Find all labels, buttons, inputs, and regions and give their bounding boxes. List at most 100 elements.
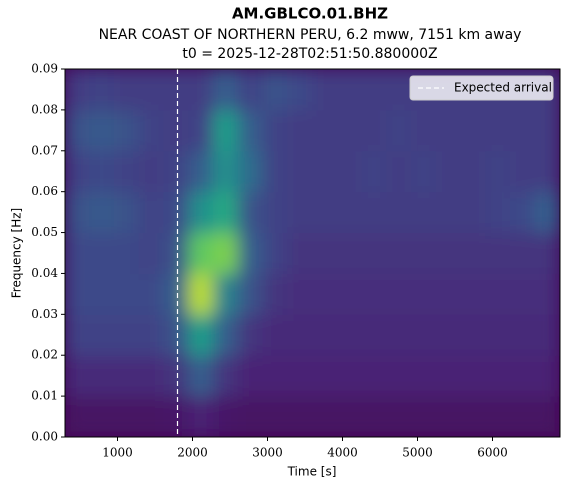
spectrogram-cell (65, 354, 91, 397)
spectrogram-cell (460, 354, 487, 397)
x-tick-label: 2000 (177, 446, 208, 460)
spectrogram-cell (485, 232, 511, 274)
spectrogram-cell (262, 354, 289, 397)
spectrogram-cell (287, 272, 313, 315)
spectrogram-cell (510, 313, 536, 356)
spectrogram-cell (534, 109, 560, 152)
x-tick-label: 3000 (252, 446, 283, 460)
spectrogram-cell (411, 395, 437, 437)
spectrogram-cell (163, 191, 190, 234)
spectrogram-cell (213, 109, 239, 152)
spectrogram-cell (361, 272, 388, 315)
spectrogram-cell (114, 150, 140, 193)
spectrogram-cell (534, 272, 560, 315)
y-tick-label: 0.03 (31, 307, 58, 321)
spectrogram-cell (287, 191, 313, 234)
spectrogram-cell (262, 395, 289, 437)
spectrogram-cell (188, 395, 214, 437)
spectrogram-cell (188, 354, 214, 397)
spectrogram-cell (411, 272, 437, 315)
spectrogram-cell (485, 109, 511, 152)
spectrogram-cell (114, 191, 140, 234)
spectrogram-cell (460, 395, 487, 437)
spectrogram-cell (163, 354, 190, 397)
spectrogram-cell (386, 232, 412, 274)
x-tick-label: 5000 (402, 446, 433, 460)
spectrogram-cell (163, 232, 190, 274)
spectrogram-cell (336, 191, 363, 234)
spectrogram-cell (65, 272, 91, 315)
spectrogram-cell (534, 150, 560, 193)
spectrogram-cell (510, 232, 536, 274)
spectrogram-cell (237, 395, 264, 437)
spectrogram-cell (287, 69, 313, 111)
spectrogram-cell (435, 354, 462, 397)
spectrogram-cell (336, 232, 363, 274)
spectrogram-cell (213, 150, 239, 193)
y-tick-label: 0.08 (31, 102, 58, 116)
spectrogram-cell (336, 313, 363, 356)
spectrogram-cell (435, 272, 462, 315)
spectrogram-cell (89, 395, 115, 437)
spectrogram-cell (114, 109, 140, 152)
spectrogram-cell (89, 109, 115, 152)
y-axis-label: Frequency [Hz] (10, 208, 24, 299)
spectrogram-cell (361, 354, 388, 397)
spectrogram-cell (237, 354, 264, 397)
spectrogram-cell (485, 272, 511, 315)
spectrogram-cell (287, 354, 313, 397)
spectrogram-cell (237, 272, 264, 315)
spectrogram-cell (237, 109, 264, 152)
spectrogram-cell (361, 69, 388, 111)
spectrogram-cell (188, 150, 214, 193)
spectrogram-cell (262, 232, 289, 274)
spectrogram-cell (287, 313, 313, 356)
spectrogram-cell (510, 395, 536, 437)
spectrogram-cell (312, 150, 338, 193)
spectrogram-cell (460, 313, 487, 356)
spectrogram-cell (237, 69, 264, 111)
spectrogram-cell (435, 109, 462, 152)
spectrogram-cell (114, 395, 140, 437)
y-tick-label: 0.09 (31, 62, 58, 76)
spectrogram-cell (510, 109, 536, 152)
spectrogram-cell (336, 109, 363, 152)
spectrogram-cell (188, 272, 214, 315)
spectrogram-cell (163, 109, 190, 152)
spectrogram-cell (138, 191, 165, 234)
spectrogram-cell (312, 109, 338, 152)
spectrogram-cell (65, 395, 91, 437)
spectrogram-cell (435, 150, 462, 193)
spectrogram-cell (485, 395, 511, 437)
spectrogram-cell (138, 232, 165, 274)
spectrogram-cell (411, 313, 437, 356)
spectrogram-cell (262, 191, 289, 234)
spectrogram-cell (89, 232, 115, 274)
spectrogram-cell (312, 354, 338, 397)
spectrogram-cell (65, 69, 91, 111)
spectrogram-cell (460, 191, 487, 234)
spectrogram-cell (411, 191, 437, 234)
spectrogram-cell (361, 313, 388, 356)
spectrogram-cell (287, 109, 313, 152)
spectrogram-cell (287, 232, 313, 274)
spectrogram-cell (65, 191, 91, 234)
spectrogram-cell (312, 395, 338, 437)
spectrogram-cell (163, 395, 190, 437)
spectrogram-cell (534, 313, 560, 356)
spectrogram-cell (534, 232, 560, 274)
spectrogram-cell (435, 313, 462, 356)
chart-subtitle: NEAR COAST OF NORTHERN PERU, 6.2 mww, 71… (99, 27, 522, 43)
x-axis-label: Time [s] (287, 465, 337, 479)
spectrogram-cell (510, 354, 536, 397)
spectrogram-cell (361, 150, 388, 193)
x-tick-label: 6000 (477, 446, 508, 460)
spectrogram-cell (237, 232, 264, 274)
spectrogram-cell (188, 313, 214, 356)
spectrogram-cell (460, 232, 487, 274)
spectrogram-cell (411, 354, 437, 397)
spectrogram-cell (336, 150, 363, 193)
spectrogram-cell (435, 191, 462, 234)
y-tick-label: 0.01 (31, 389, 58, 403)
spectrogram-cell (435, 232, 462, 274)
